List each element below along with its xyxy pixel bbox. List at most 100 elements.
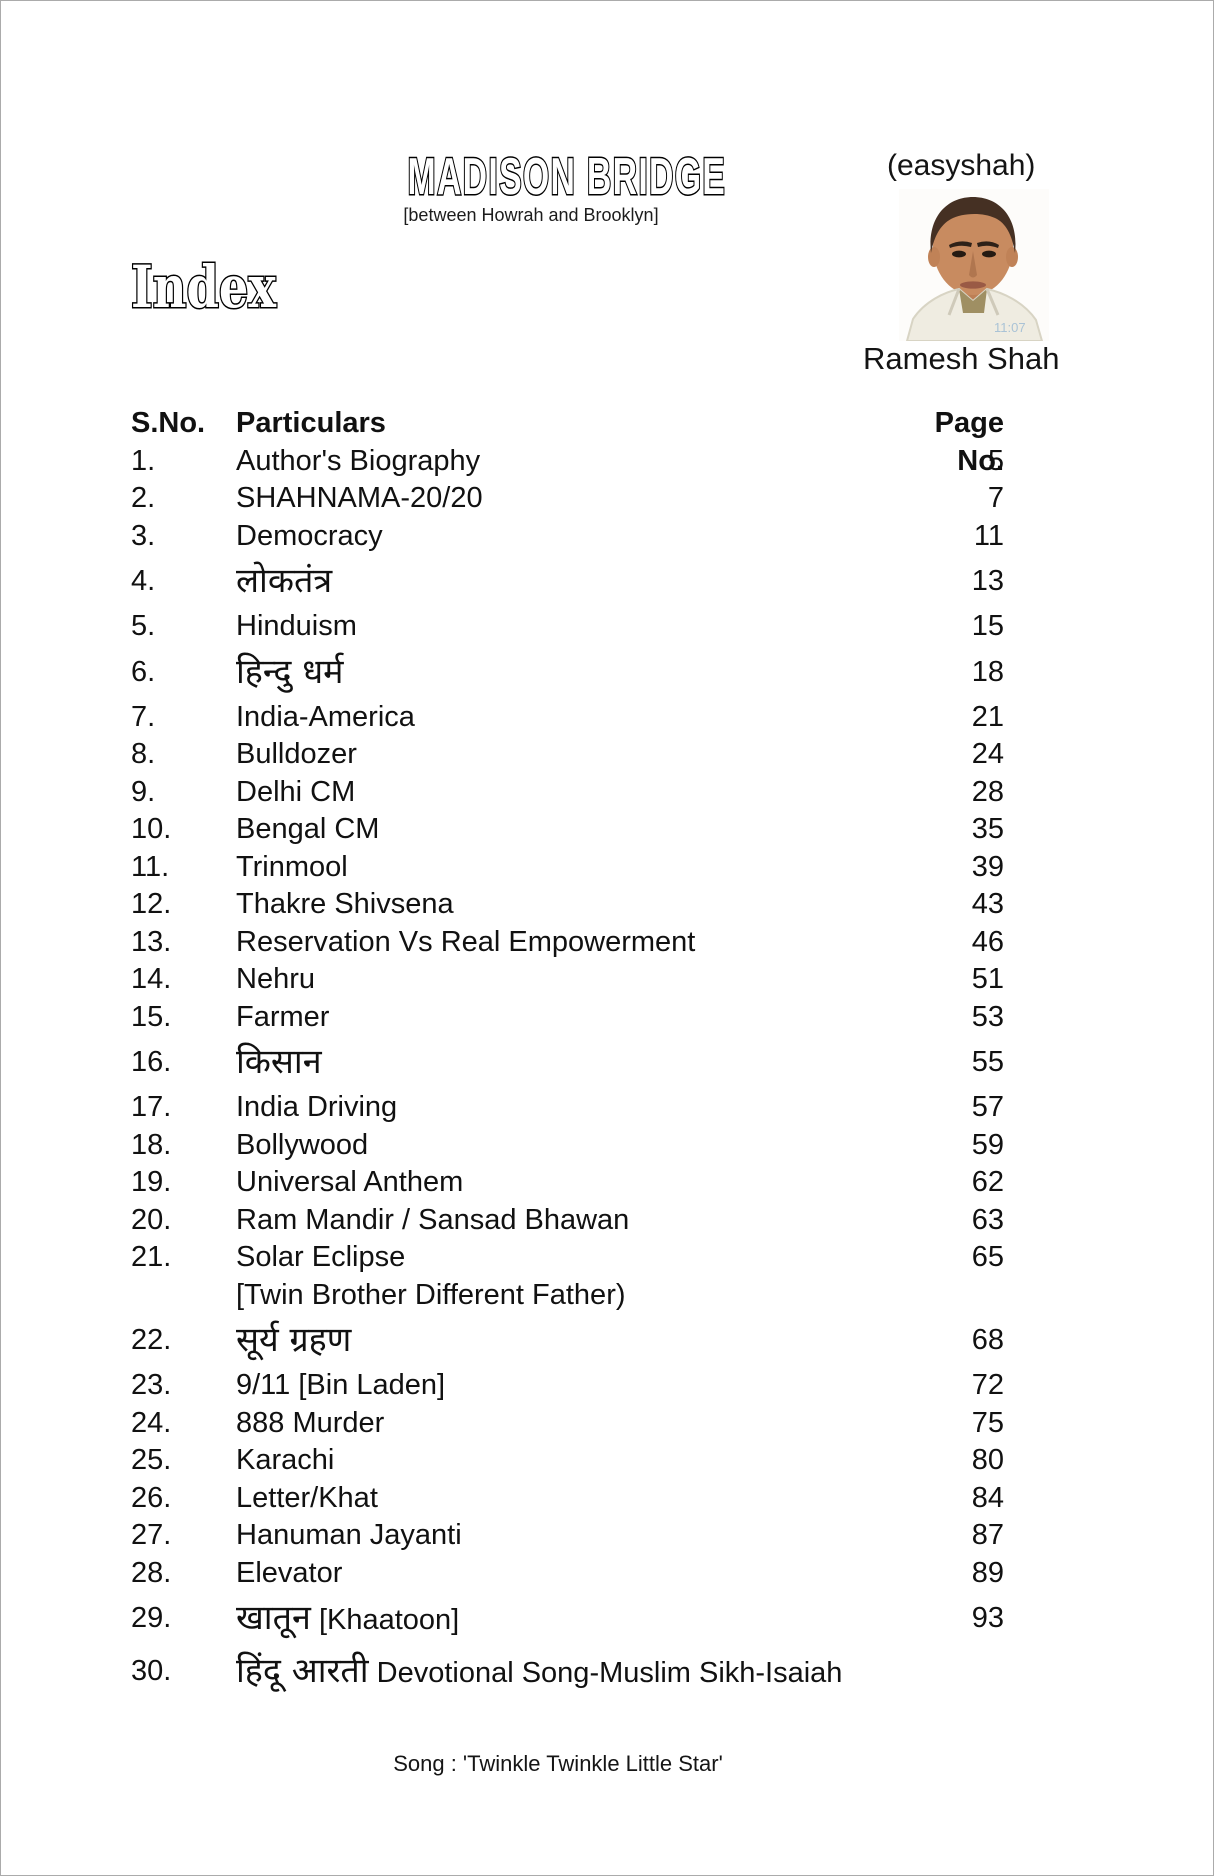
row-title: Bengal CM — [236, 813, 380, 845]
row-page: 11 — [973, 519, 1004, 552]
index-heading: Index — [130, 253, 277, 321]
table-row: 10. Bengal CM 35 — [131, 811, 1004, 849]
row-title-cell: Democracy — [236, 518, 884, 556]
row-sno: 23. — [131, 1369, 172, 1401]
table-row: 11. Trinmool 39 — [131, 849, 1004, 887]
row-sno: 17. — [131, 1091, 172, 1123]
row-title: India Driving — [236, 1091, 398, 1123]
row-page: 55 — [971, 1046, 1004, 1078]
row-title-cell: Solar Eclipse [Twin Brother Different Fat… — [236, 1239, 884, 1314]
row-sno: 3. — [131, 519, 156, 552]
book-title: MADISON BRIDGE — [407, 148, 727, 206]
row-title-cell: खातून [Khaatoon] — [236, 1592, 884, 1645]
row-title-cell: Reservation Vs Real Empowerment — [236, 924, 884, 962]
row-sno: 11. — [131, 850, 170, 883]
row-title-cell: Karachi — [236, 1442, 884, 1480]
row-page: 39 — [971, 850, 1004, 883]
table-row: 30. हिंदू आरती Devotional Song-Muslim Sik… — [131, 1645, 1004, 1698]
row-subtitle: [Twin Brother Different Father) — [236, 1278, 626, 1311]
row-sno: 30. — [131, 1655, 172, 1687]
row-title-cell: Elevator — [236, 1555, 884, 1593]
row-title-cell: Thakre Shivsena — [236, 886, 884, 924]
row-title: Trinmool — [236, 850, 348, 883]
table-row: 5. Hinduism 15 — [131, 608, 1004, 646]
row-title-cell: Bollywood — [236, 1127, 884, 1165]
footer-song: Song : 'Twinkle Twinkle Little Star' — [393, 1751, 723, 1776]
row-sno: 27. — [131, 1519, 172, 1551]
table-row: 13. Reservation Vs Real Empowerment 46 — [131, 924, 1004, 962]
row-page: 63 — [971, 1203, 1004, 1236]
row-title-cell: 9/11 [Bin Laden] — [236, 1367, 884, 1405]
row-page: 15 — [971, 610, 1004, 642]
row-title-cell: Universal Anthem — [236, 1164, 884, 1202]
row-title-cell: Trinmool — [236, 849, 884, 887]
table-row: 8. Bulldozer 24 — [131, 736, 1004, 774]
row-title-hindi: हिंदू आरती — [236, 1651, 369, 1691]
table-row: 18. Bollywood 59 — [131, 1127, 1004, 1165]
photo-watermark: 11:07 — [994, 320, 1026, 335]
row-sno: 29. — [131, 1602, 172, 1634]
table-row: 15. Farmer 53 — [131, 999, 1004, 1037]
row-title: Delhi CM — [236, 775, 356, 808]
row-title: Elevator — [236, 1556, 343, 1589]
table-row: 2. SHAHNAMA-20/20 7 — [131, 480, 1004, 518]
row-title-cell: Farmer — [236, 999, 884, 1037]
table-header: S.No. Particulars Page No. — [131, 405, 1004, 477]
row-title: Karachi — [236, 1444, 335, 1476]
row-page: 72 — [971, 1369, 1004, 1401]
row-page: 46 — [971, 925, 1004, 958]
row-title: Letter/Khat — [236, 1481, 378, 1514]
row-page — [884, 1645, 1004, 1698]
table-row: 9. Delhi CM 28 — [131, 774, 1004, 812]
row-page: 65 — [971, 1241, 1004, 1273]
row-sno: 7. — [131, 700, 156, 733]
row-title-hindi: किसान — [236, 1042, 322, 1082]
row-title-cell: Letter/Khat — [236, 1480, 884, 1518]
row-page: 7 — [987, 482, 1004, 514]
row-page: 51 — [971, 963, 1004, 995]
row-title-cell: लोकतंत्र — [236, 555, 884, 608]
row-sno: 14. — [131, 963, 172, 995]
author-photo: 11:07 — [899, 189, 1049, 341]
row-title: SHAHNAMA-20/20 — [236, 482, 483, 514]
row-sno: 10. — [131, 813, 172, 845]
row-title-cell: Nehru — [236, 961, 884, 999]
row-title-cell: India-America — [236, 699, 884, 737]
table-row: 1. Author's Biography 5 — [131, 443, 1004, 481]
row-page: 18 — [971, 655, 1004, 688]
table-row: 28. Elevator 89 — [131, 1555, 1004, 1593]
row-page: 28 — [971, 775, 1004, 808]
row-title-cell: Hinduism — [236, 608, 884, 646]
author-name: Ramesh Shah — [863, 341, 1060, 376]
table-row: 27. Hanuman Jayanti 87 — [131, 1517, 1004, 1555]
author-photo-illustration: 11:07 — [899, 189, 1049, 341]
row-sno: 25. — [131, 1444, 172, 1476]
row-sno: 22. — [131, 1324, 172, 1356]
row-title-cell: हिंदू आरती Devotional Song-Muslim Sikh-I… — [236, 1645, 884, 1698]
row-title: Democracy — [236, 519, 383, 552]
row-title-cell: Ram Mandir / Sansad Bhawan — [236, 1202, 884, 1240]
portrait-hair — [930, 197, 1016, 253]
table-row: 17. India Driving 57 — [131, 1089, 1004, 1127]
row-title-cell: Delhi CM — [236, 774, 884, 812]
row-page: 59 — [971, 1128, 1004, 1161]
row-title: Solar Eclipse — [236, 1241, 406, 1273]
row-page: 62 — [971, 1166, 1004, 1198]
book-subtitle: [between Howrah and Brooklyn] — [403, 205, 659, 225]
row-title-hindi: लोकतंत्र — [236, 561, 333, 601]
header-particulars: Particulars — [236, 407, 386, 439]
row-title: Bollywood — [236, 1128, 369, 1161]
portrait-face — [933, 201, 1013, 295]
row-title-cell: Hanuman Jayanti — [236, 1517, 884, 1555]
row-sno: 26. — [131, 1481, 172, 1514]
table-row: 21. Solar Eclipse [Twin Brother Different … — [131, 1239, 1004, 1314]
row-title-hindi: हिन्दु धर्म — [236, 651, 344, 692]
table-row: 4. लोकतंत्र 13 — [131, 555, 1004, 608]
row-sno: 24. — [131, 1406, 172, 1439]
row-title-cell: India Driving — [236, 1089, 884, 1127]
row-title-hindi: सूर्य ग्रहण — [236, 1320, 352, 1360]
table-of-contents: S.No. Particulars Page No. 1. Author's Bi… — [131, 405, 1004, 1698]
row-page: 75 — [971, 1406, 1004, 1439]
row-page: 87 — [971, 1519, 1004, 1551]
